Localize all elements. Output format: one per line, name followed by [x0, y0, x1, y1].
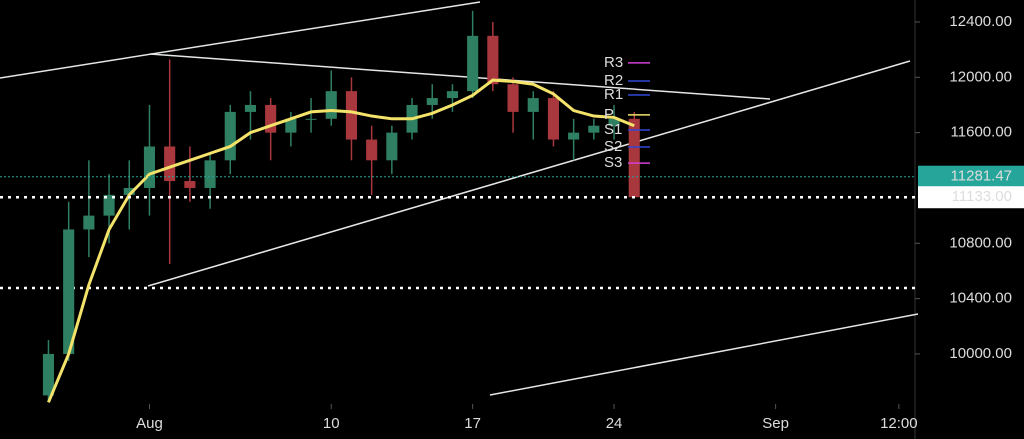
candle-body: [467, 35, 479, 92]
candle-body: [507, 84, 519, 112]
price-tag-label: 11133.00: [952, 188, 1012, 205]
moving-average: [47, 78, 635, 403]
price-tag-label: 11281.47: [951, 168, 1012, 185]
y-tick-label: 11600.00: [951, 124, 1012, 141]
candle-body: [63, 229, 75, 354]
price-tag: [918, 165, 1024, 188]
y-tick-label: 12400.00: [949, 13, 1012, 30]
candle-body: [426, 98, 438, 105]
pivot-label: S3: [604, 154, 622, 171]
candle-body: [204, 160, 216, 188]
trend-line: [489, 313, 919, 396]
candle-body: [345, 91, 358, 140]
pivot-label: R1: [604, 86, 623, 103]
pivot-label: P: [604, 106, 614, 123]
x-tick-label: 12:00: [880, 415, 918, 432]
candle-body: [527, 98, 539, 112]
candle-body: [366, 139, 378, 161]
candle-body: [265, 104, 277, 133]
candle-body: [83, 215, 95, 230]
y-tick-label: 12000.00: [949, 68, 1012, 85]
candle-body: [568, 132, 580, 140]
candle-body: [244, 104, 257, 112]
y-tick-label: 10000.00: [949, 345, 1012, 362]
candle-body: [446, 91, 459, 99]
pivot-label: R2: [604, 72, 623, 89]
trend-line: [147, 60, 911, 287]
x-tick-label: Sep: [762, 415, 789, 432]
candle-body: [487, 35, 499, 85]
y-tick-label: 10800.00: [949, 234, 1012, 251]
candle-body: [547, 98, 559, 140]
candle-body: [123, 187, 135, 195]
candle-body: [305, 118, 317, 120]
pivot-label: R3: [604, 54, 623, 71]
candle-body: [285, 118, 297, 133]
candle-body: [42, 353, 55, 396]
x-tick-label: 17: [464, 415, 481, 432]
candle-body: [608, 118, 620, 126]
pivot-label: S2: [604, 138, 622, 155]
candle-body: [184, 181, 196, 188]
candle-body: [143, 146, 156, 188]
x-tick-label: 10: [323, 415, 340, 432]
price-tag: [918, 186, 1024, 209]
candle-body: [325, 91, 337, 119]
candle-body: [103, 194, 115, 216]
x-tick-label: Aug: [136, 415, 163, 432]
x-tick-label: 24: [606, 415, 623, 432]
candle-body: [386, 132, 398, 161]
candle-body: [224, 111, 236, 161]
trend-line: [0, 1, 481, 79]
y-tick-label: 10400.00: [949, 290, 1012, 307]
trend-lines: [0, 1, 919, 396]
candle-body: [588, 125, 600, 133]
candle-body: [628, 118, 640, 198]
candle-body: [164, 146, 176, 182]
trend-line: [149, 53, 771, 100]
pivot-label: S1: [604, 121, 622, 138]
